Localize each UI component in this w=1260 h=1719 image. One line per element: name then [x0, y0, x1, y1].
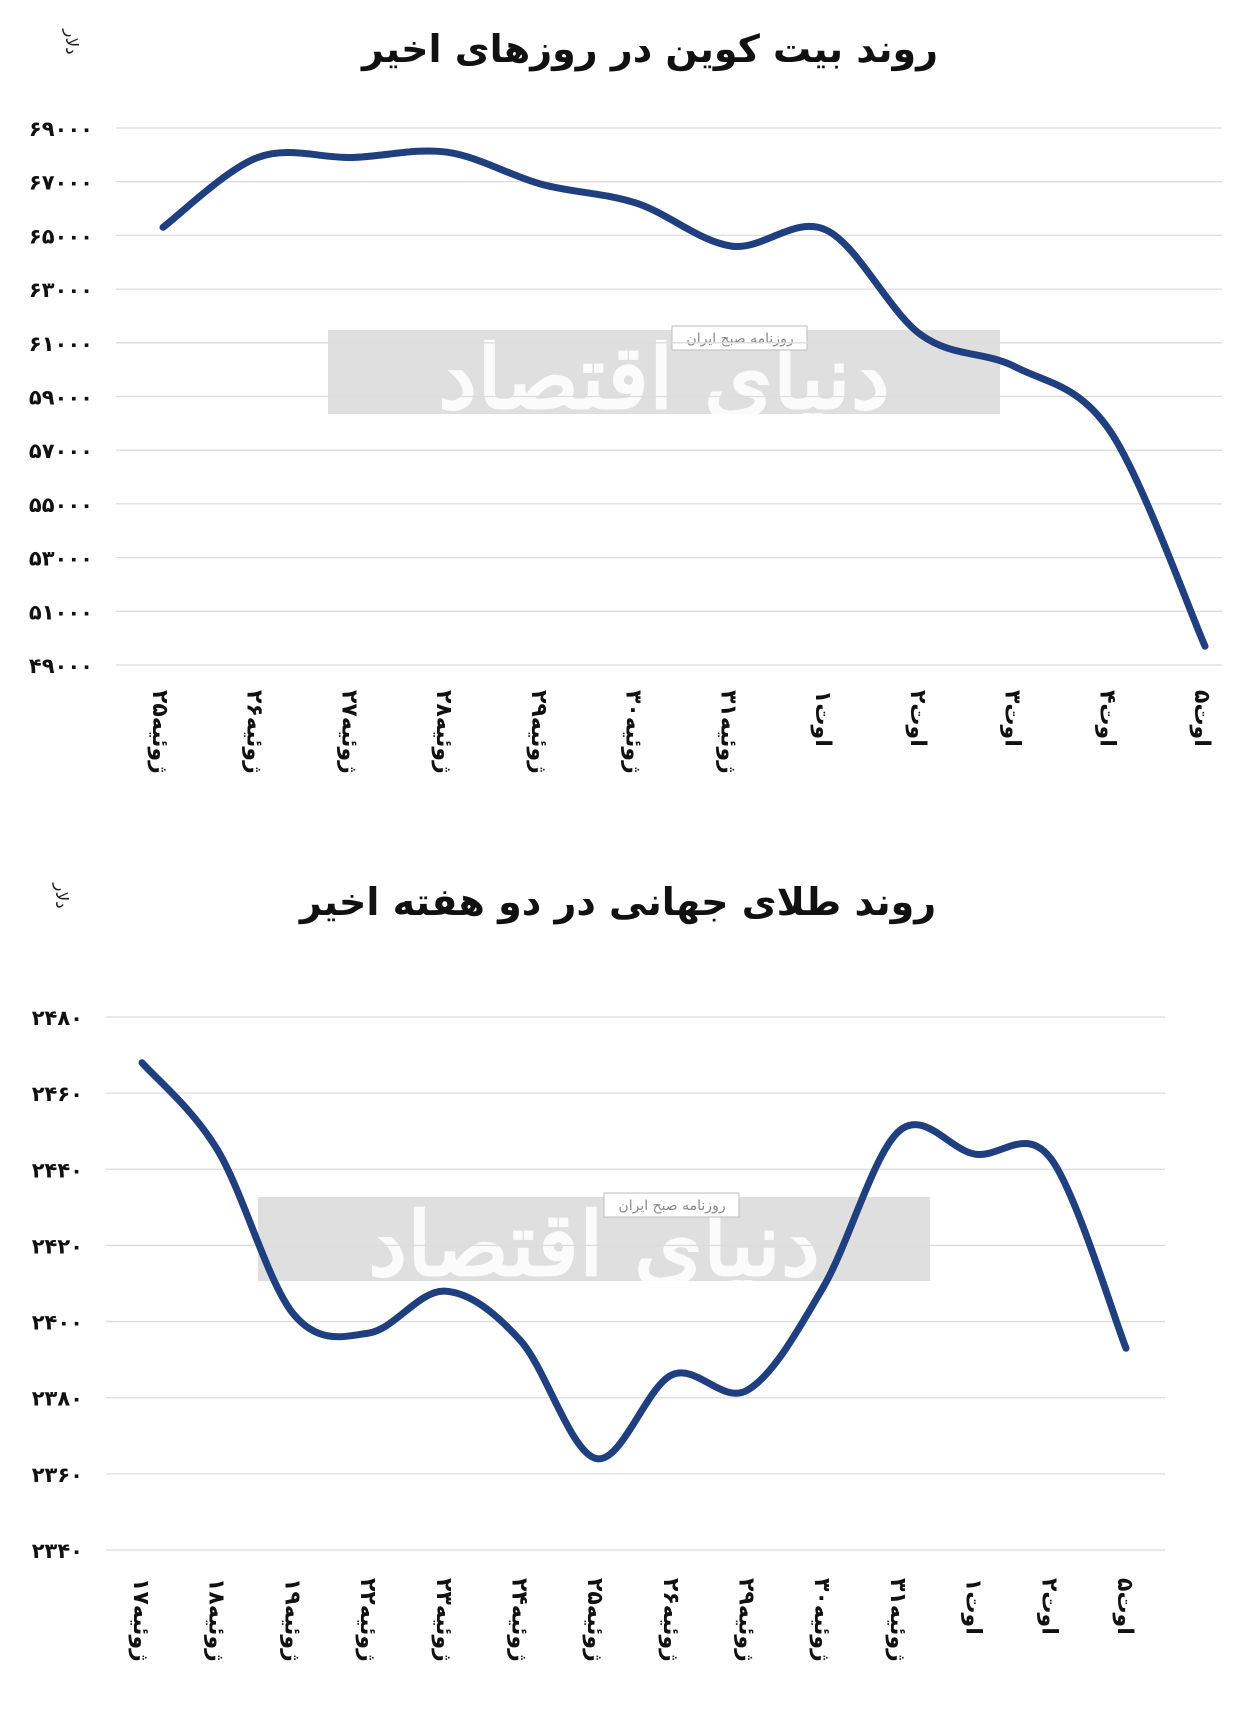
watermark-text: دنیای اقتصاد — [438, 325, 890, 429]
x-tick-label: ۲۵ژوئیه — [582, 1578, 607, 1662]
x-tick-label: ۲۲ژوئیه — [355, 1578, 380, 1662]
gold-chart-svg: دنیای اقتصاد روزنامه صبح ایران روند طلای… — [32, 880, 1165, 1662]
y-tick-label: ۲۴۰۰ — [32, 1311, 83, 1335]
x-tick-label: ۳اوت — [1000, 690, 1025, 747]
x-tick-label: ۱۸ژوئیه — [204, 1578, 229, 1662]
x-tick-label: ۴اوت — [1094, 690, 1119, 747]
grid-lines — [106, 1016, 1165, 1551]
watermark: دنیای اقتصاد روزنامه صبح ایران — [258, 1192, 930, 1296]
y-tick-label: ۵۵۰۰۰ — [29, 493, 93, 517]
y-tick-label: ۵۷۰۰۰ — [29, 439, 93, 463]
x-tick-label: ۵اوت — [1112, 1578, 1137, 1635]
y-tick-label: ۵۱۰۰۰ — [29, 600, 93, 624]
bitcoin-chart: دنیای اقتصاد روزنامه صبح ایران روند بیت … — [0, 0, 1260, 820]
x-tick-label: ۲۵ژوئیه — [147, 690, 172, 774]
x-tick-label: ۲۳ژوئیه — [431, 1578, 456, 1662]
x-tick-label: ۱۷ژوئیه — [128, 1578, 153, 1662]
y-tick-label: ۶۳۰۰۰ — [29, 278, 93, 302]
watermark-subtext: روزنامه صبح ایران — [686, 331, 793, 347]
watermark: دنیای اقتصاد روزنامه صبح ایران — [328, 325, 1000, 429]
x-tick-label: ۲اوت — [1036, 1578, 1061, 1635]
y-tick-label: ۲۳۶۰ — [32, 1463, 83, 1487]
x-tick-label: ۲۸ژوئیه — [431, 690, 456, 774]
watermark-text: دنیای اقتصاد — [368, 1192, 820, 1296]
y-tick-label: ۲۴۸۰ — [32, 1006, 83, 1030]
watermark-sub-box — [603, 1192, 740, 1218]
y-tick-label: ۵۹۰۰۰ — [29, 386, 93, 410]
x-tick-label: ۱اوت — [810, 690, 835, 747]
x-tick-label: ۵اوت — [1189, 690, 1214, 747]
grid-lines — [116, 127, 1222, 666]
gold-chart: دنیای اقتصاد روزنامه صبح ایران روند طلای… — [0, 860, 1260, 1719]
watermark-band — [328, 330, 1000, 414]
x-tick-label: ۳۰ژوئیه — [621, 690, 646, 774]
unit-label: دلار — [61, 28, 81, 54]
x-tick-label: ۳۰ژوئیه — [809, 1578, 834, 1662]
bitcoin-price-line — [159, 147, 1209, 650]
x-axis-ticks: ۲۵ژوئیه ۲۶ژوئیه ۲۷ژوئیه ۲۸ژوئیه ۲۹ژوئیه ۳۰ژوئ… — [147, 690, 1214, 774]
watermark-band — [258, 1197, 930, 1281]
bitcoin-chart-svg: دنیای اقتصاد روزنامه صبح ایران روند بیت … — [29, 27, 1222, 774]
y-tick-label: ۲۳۴۰ — [32, 1539, 83, 1563]
x-tick-label: ۲۷ژوئیه — [336, 690, 361, 774]
x-tick-label: ۱۹ژوئیه — [279, 1578, 304, 1662]
y-tick-label: ۲۴۴۰ — [32, 1158, 83, 1182]
y-tick-label: ۶۹۰۰۰ — [29, 117, 93, 141]
x-tick-label: ۳۱ژوئیه — [715, 690, 740, 774]
x-tick-label: ۲اوت — [905, 690, 930, 747]
unit-label: دلار — [51, 882, 71, 908]
y-axis-ticks: ۲۳۴۰ ۲۳۶۰ ۲۳۸۰ ۲۴۰۰ ۲۴۲۰ ۲۴۴۰ ۲۴۶۰ ۲۴۸۰ — [32, 1006, 83, 1563]
y-tick-label: ۶۵۰۰۰ — [29, 224, 93, 248]
y-axis-ticks: ۴۹۰۰۰ ۵۱۰۰۰ ۵۳۰۰۰ ۵۵۰۰۰ ۵۷۰۰۰ ۵۹۰۰۰ ۶۱۰۰۰ ۶۳۰۰۰… — [29, 117, 93, 678]
x-tick-label: ۲۶ژوئیه — [658, 1578, 683, 1662]
y-tick-label: ۴۹۰۰۰ — [29, 654, 93, 678]
y-tick-label: ۲۳۸۰ — [32, 1387, 83, 1411]
x-tick-label: ۱اوت — [961, 1578, 986, 1635]
chart-title: روند بیت کوین در روزهای اخیر — [360, 27, 938, 72]
y-tick-label: ۶۱۰۰۰ — [29, 332, 93, 356]
chart-title: روند طلای جهانی در دو هفته اخیر — [298, 880, 936, 925]
x-tick-label: ۲۹ژوئیه — [734, 1578, 759, 1662]
y-tick-label: ۵۳۰۰۰ — [29, 547, 93, 571]
gold-price-line — [138, 1059, 1130, 1463]
x-tick-label: ۳۱ژوئیه — [885, 1578, 910, 1662]
y-tick-label: ۲۴۲۰ — [32, 1234, 83, 1258]
x-tick-label: ۲۴ژوئیه — [506, 1578, 531, 1662]
x-tick-label: ۲۹ژوئیه — [526, 690, 551, 774]
x-tick-label: ۲۶ژوئیه — [242, 690, 267, 774]
watermark-subtext: روزنامه صبح ایران — [618, 1198, 725, 1214]
y-tick-label: ۲۴۶۰ — [32, 1082, 83, 1106]
y-tick-label: ۶۷۰۰۰ — [29, 171, 93, 195]
x-axis-ticks: ۱۷ژوئیه ۱۸ژوئیه ۱۹ژوئیه ۲۲ژوئیه ۲۳ژوئیه ۲۴ژوئ… — [128, 1578, 1137, 1662]
watermark-sub-box — [671, 325, 808, 351]
